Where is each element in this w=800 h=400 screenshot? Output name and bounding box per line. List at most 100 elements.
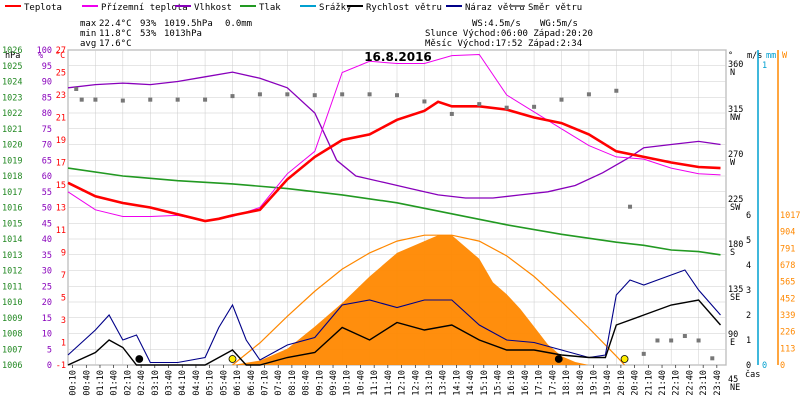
x-tick-label: 12:10 [398, 370, 408, 396]
wind-direction-point [477, 102, 482, 107]
x-tick-label: 18:40 [576, 370, 586, 396]
hpa-tick: 1007 [2, 345, 22, 355]
x-tick-label: 11:10 [370, 370, 380, 396]
x-tick-label: 01:40 [110, 370, 120, 396]
legend-label-dew: Přízemní teplota [101, 3, 188, 13]
series-wind-gust [67, 269, 721, 364]
pct-tick: 95 [42, 62, 52, 72]
x-tick-label: 11:40 [384, 370, 394, 396]
x-tick-label: 06:40 [247, 370, 257, 396]
pct-tick: 35 [42, 251, 52, 261]
pct-tick: 75 [42, 125, 52, 135]
moonrise-marker [554, 355, 563, 363]
wm2-tick: 452 [780, 294, 795, 304]
x-tick-label: 19:40 [603, 370, 613, 396]
mm-tick: 0 [762, 361, 767, 371]
x-tick-label: 05:10 [206, 370, 216, 396]
pct-tick: 90 [42, 78, 52, 88]
x-tick-label: 04:40 [192, 370, 202, 396]
pct-tick: 0 [47, 361, 52, 371]
stat-min-humidity: 53% [140, 29, 157, 39]
sun-times: Slunce Východ:06:00 Západ:20:20 [425, 29, 593, 39]
degc-tick: 17 [56, 159, 66, 169]
pct-tick: 50 [42, 204, 52, 214]
x-tick-label: 10:10 [343, 370, 353, 396]
wm2-tick: 226 [780, 328, 795, 338]
wm2-tick: 113 [780, 344, 795, 354]
pct-axis-label: % [38, 51, 43, 61]
degc-tick: 21 [56, 114, 66, 124]
x-axis-label: čas [745, 369, 760, 380]
hpa-tick: 1010 [2, 298, 22, 308]
x-tick-label: 09:40 [329, 370, 339, 396]
direction-compass-tick: E [730, 338, 735, 348]
x-tick-label: 14:10 [452, 370, 462, 396]
deg-axis-label: ° [728, 51, 733, 61]
degc-tick: 3 [61, 316, 66, 326]
hpa-axis-label: hPa [5, 51, 20, 61]
x-tick-label: 20:10 [617, 370, 627, 396]
direction-degree-tick: 360 [728, 60, 743, 70]
wind-direction-point [203, 97, 208, 102]
series-temperature [67, 100, 721, 223]
hpa-tick: 1008 [2, 330, 22, 340]
stat-avg-temp: 17.6°C [99, 39, 132, 49]
legend-label-hum: Vlhkost [194, 3, 232, 13]
direction-degree-tick: 270 [728, 150, 743, 160]
x-tick-label: 09:10 [315, 370, 325, 396]
wm2-tick: 791 [780, 244, 795, 254]
series-wind-speed [67, 299, 722, 366]
hpa-tick: 1020 [2, 141, 22, 151]
x-tick-label: 16:10 [507, 370, 517, 396]
wind-direction-point [669, 338, 674, 343]
direction-degree-tick: 135 [728, 285, 743, 295]
direction-compass-tick: NE [730, 383, 740, 393]
hpa-tick: 1023 [2, 93, 22, 103]
hpa-tick: 1012 [2, 267, 22, 277]
hpa-tick: 1009 [2, 314, 22, 324]
pct-tick: 5 [47, 345, 52, 355]
hpa-tick: 1017 [2, 188, 22, 198]
degc-axis-label: °C [55, 51, 65, 61]
stat-min-temp: 11.8°C [99, 29, 132, 39]
ms-tick: 0 [746, 361, 751, 371]
x-tick-label: 22:40 [685, 370, 695, 396]
hpa-tick: 1022 [2, 109, 22, 119]
wind-direction-point [628, 204, 633, 209]
x-tick-label: 16:40 [521, 370, 531, 396]
ms-tick: 3 [746, 286, 751, 296]
mm-axis-label: mm [766, 51, 776, 61]
x-tick-label: 03:10 [151, 370, 161, 396]
wind-direction-point [614, 88, 619, 93]
pct-tick: 25 [42, 282, 52, 292]
pct-tick: 30 [42, 267, 52, 277]
x-tick-label: 12:40 [411, 370, 421, 396]
wind-direction-point [230, 94, 235, 99]
x-tick-label: 14:40 [466, 370, 476, 396]
wind-direction-point [559, 97, 564, 102]
pct-tick: 85 [42, 93, 52, 103]
x-tick-label: 13:10 [425, 370, 435, 396]
direction-compass-tick: SE [730, 293, 740, 303]
direction-degree-tick: 45 [728, 375, 738, 385]
degc-tick: 25 [56, 69, 66, 79]
legend-label-wind: Rychlost větru [366, 3, 442, 13]
x-tick-label: 23:40 [713, 370, 723, 396]
x-tick-label: 08:10 [288, 370, 298, 396]
wind-direction-point [422, 99, 427, 104]
wm2-tick: 0 [780, 361, 785, 371]
x-tick-label: 21:40 [658, 370, 668, 396]
stat-avg-label: avg [80, 39, 96, 49]
wm2-tick: 678 [780, 261, 795, 271]
x-tick-label: 17:40 [548, 370, 558, 396]
x-tick-label: 01:10 [96, 370, 106, 396]
direction-compass-tick: NW [730, 113, 741, 123]
wind-direction-point [93, 97, 98, 102]
wm2-tick: 565 [780, 278, 795, 288]
direction-degree-tick: 90 [728, 330, 738, 340]
hpa-tick: 1015 [2, 219, 22, 229]
hpa-tick: 1024 [2, 78, 22, 88]
stat-max-label: max [80, 19, 97, 29]
